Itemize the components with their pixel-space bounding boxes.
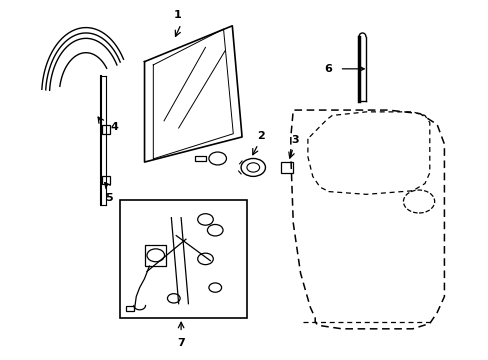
Bar <box>102 176 110 184</box>
Text: 4: 4 <box>110 122 118 132</box>
Text: 1: 1 <box>173 10 181 21</box>
Bar <box>194 156 206 161</box>
Bar <box>144 244 166 266</box>
Bar <box>120 200 246 318</box>
Text: 2: 2 <box>256 131 264 140</box>
Text: 7: 7 <box>177 338 184 348</box>
Text: 5: 5 <box>105 193 113 203</box>
Text: 3: 3 <box>290 135 298 145</box>
Bar <box>281 162 293 173</box>
Text: 6: 6 <box>324 64 331 74</box>
Bar <box>102 126 110 134</box>
Bar <box>126 306 134 311</box>
